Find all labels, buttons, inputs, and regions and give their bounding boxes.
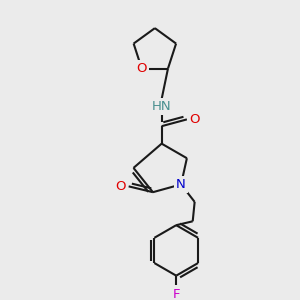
Text: O: O	[189, 113, 200, 126]
Text: HN: HN	[152, 100, 172, 113]
Text: N: N	[176, 178, 186, 191]
Text: O: O	[136, 62, 147, 75]
Text: O: O	[116, 180, 126, 193]
Text: F: F	[172, 288, 180, 300]
